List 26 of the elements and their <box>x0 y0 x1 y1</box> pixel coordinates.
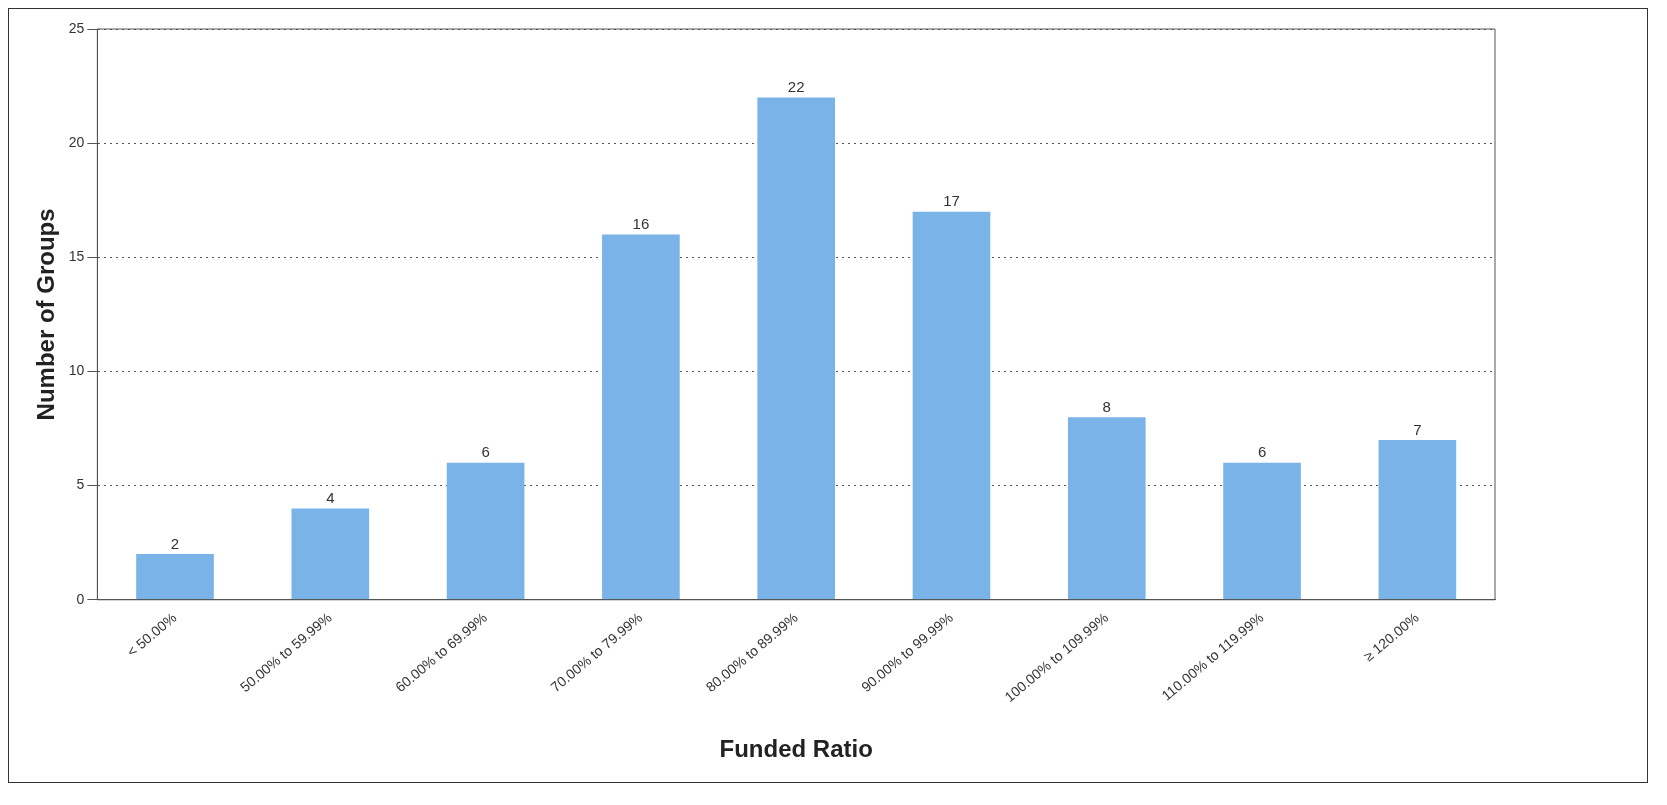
bar <box>1223 462 1301 600</box>
y-tick-label: 0 <box>76 590 85 607</box>
data-label: 7 <box>1413 420 1422 438</box>
data-label: 2 <box>170 534 180 552</box>
bar <box>446 462 525 600</box>
x-axis-title: Funded Ratio <box>719 735 873 763</box>
data-label: 22 <box>787 78 805 96</box>
y-tick-label: 20 <box>68 134 85 151</box>
bar <box>602 234 680 600</box>
bar <box>291 508 370 600</box>
y-axis-title: Number of Groups <box>32 208 60 421</box>
bar <box>912 211 991 600</box>
data-label: 4 <box>326 489 335 507</box>
bar <box>136 554 214 600</box>
y-tick-label: 25 <box>68 19 85 36</box>
data-label: 8 <box>1102 397 1111 415</box>
data-label: 17 <box>943 192 960 210</box>
data-label: 6 <box>1257 443 1267 461</box>
data-label: 16 <box>632 215 650 233</box>
bar <box>1067 417 1146 600</box>
bar <box>757 97 836 600</box>
data-label: 6 <box>481 443 490 461</box>
y-tick-label: 10 <box>68 362 85 379</box>
y-tick-label: 15 <box>68 248 85 265</box>
y-tick-label: 5 <box>76 476 85 493</box>
bar <box>1378 439 1457 600</box>
